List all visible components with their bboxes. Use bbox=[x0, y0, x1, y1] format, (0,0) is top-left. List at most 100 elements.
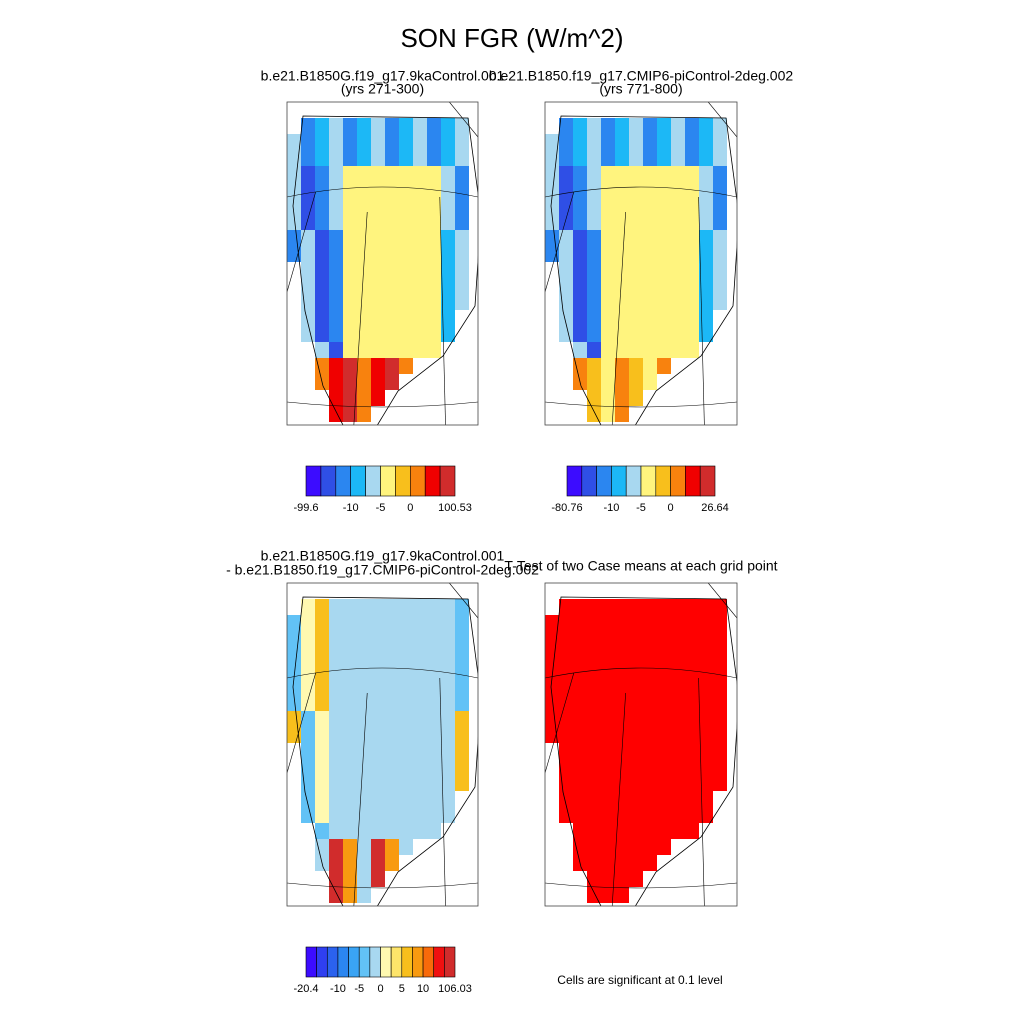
grid-cell bbox=[713, 615, 727, 631]
grid-cell bbox=[601, 839, 615, 855]
panel-title: (yrs 771-800) bbox=[599, 81, 682, 97]
grid-cell bbox=[385, 839, 399, 855]
grid-cell bbox=[685, 310, 699, 326]
grid-cell bbox=[413, 214, 427, 230]
grid-cell bbox=[315, 310, 329, 326]
grid-cell bbox=[385, 182, 399, 198]
grid-cell bbox=[671, 246, 685, 262]
grid-cell bbox=[413, 599, 427, 615]
grid-cell bbox=[441, 759, 455, 775]
graticule bbox=[287, 401, 478, 408]
graticule bbox=[439, 196, 446, 425]
colorbar-label: 5 bbox=[399, 983, 405, 995]
grid-cell bbox=[399, 839, 413, 855]
grid-cell bbox=[329, 278, 343, 294]
grid-cell bbox=[643, 823, 657, 839]
grid-cell bbox=[399, 214, 413, 230]
grid-cell bbox=[329, 823, 343, 839]
colorbar-swatch bbox=[685, 465, 701, 497]
grid-cell bbox=[329, 198, 343, 214]
grid-cell bbox=[615, 759, 629, 775]
grid-cell bbox=[399, 182, 413, 198]
grid-cell bbox=[601, 166, 615, 182]
graticule bbox=[707, 102, 737, 138]
grid-cell bbox=[629, 214, 643, 230]
grid-cell bbox=[399, 134, 413, 150]
grid-cell bbox=[399, 198, 413, 214]
grid-cell bbox=[671, 599, 685, 615]
grid-cell bbox=[441, 727, 455, 743]
grid-cell bbox=[427, 743, 441, 759]
grid-cell bbox=[413, 663, 427, 679]
grid-cell bbox=[713, 631, 727, 647]
grid-cell bbox=[629, 310, 643, 326]
grid-cell bbox=[441, 182, 455, 198]
grid-cell bbox=[343, 246, 357, 262]
grid-cell bbox=[685, 198, 699, 214]
grid-cell bbox=[399, 791, 413, 807]
grid-cell bbox=[573, 663, 587, 679]
grid-cell bbox=[671, 791, 685, 807]
grid-cell bbox=[315, 727, 329, 743]
grid-cell bbox=[315, 214, 329, 230]
grid-cell bbox=[329, 599, 343, 615]
grid-cell bbox=[685, 807, 699, 823]
grid-cell bbox=[441, 310, 455, 326]
grid-cell bbox=[657, 759, 671, 775]
grid-cell bbox=[315, 166, 329, 182]
grid-cell bbox=[357, 839, 371, 855]
graticule bbox=[698, 677, 705, 906]
grid-cell bbox=[427, 727, 441, 743]
graticule bbox=[545, 186, 737, 198]
grid-cell bbox=[301, 150, 315, 166]
colorbar-swatch bbox=[380, 465, 396, 497]
grid-cell bbox=[615, 711, 629, 727]
grid-cell bbox=[301, 326, 315, 342]
grid-cell bbox=[685, 599, 699, 615]
grid-cell bbox=[601, 759, 615, 775]
grid-cell bbox=[587, 711, 601, 727]
grid-cell bbox=[559, 262, 573, 278]
grid-cell bbox=[413, 791, 427, 807]
grid-cell bbox=[545, 134, 559, 150]
grid-cell bbox=[699, 695, 713, 711]
grid-cell bbox=[573, 743, 587, 759]
grid-cell bbox=[587, 262, 601, 278]
grid-cell bbox=[329, 631, 343, 647]
grid-cell bbox=[601, 871, 615, 887]
grid-cell bbox=[643, 166, 657, 182]
grid-cell bbox=[601, 791, 615, 807]
grid-cell bbox=[643, 150, 657, 166]
grid-cell bbox=[343, 679, 357, 695]
grid-cell bbox=[643, 631, 657, 647]
grid-cell bbox=[573, 615, 587, 631]
grid-cell bbox=[713, 182, 727, 198]
grid-cell bbox=[385, 246, 399, 262]
grid-cell bbox=[385, 118, 399, 134]
grid-cell bbox=[685, 791, 699, 807]
colorbar-swatch bbox=[305, 465, 322, 497]
grid-cell bbox=[601, 198, 615, 214]
grid-cell bbox=[343, 182, 357, 198]
grid-cell bbox=[413, 310, 427, 326]
colorbar-label: 0 bbox=[407, 502, 413, 514]
grid-cell bbox=[455, 166, 469, 182]
grid-cell bbox=[643, 679, 657, 695]
grid-cell bbox=[657, 727, 671, 743]
grid-cell bbox=[399, 759, 413, 775]
grid-cell bbox=[427, 214, 441, 230]
grid-cell bbox=[385, 759, 399, 775]
grid-cell bbox=[329, 791, 343, 807]
grid-cell bbox=[441, 631, 455, 647]
grid-cell bbox=[699, 118, 713, 134]
grid-cell bbox=[343, 278, 357, 294]
grid-cell bbox=[573, 198, 587, 214]
grid-cell bbox=[559, 134, 573, 150]
grid-cell bbox=[699, 326, 713, 342]
graticule bbox=[545, 191, 575, 293]
grid-cell bbox=[455, 663, 469, 679]
grid-cell bbox=[643, 294, 657, 310]
grid-cell bbox=[657, 198, 671, 214]
grid-cell bbox=[329, 695, 343, 711]
grid-cell bbox=[573, 134, 587, 150]
